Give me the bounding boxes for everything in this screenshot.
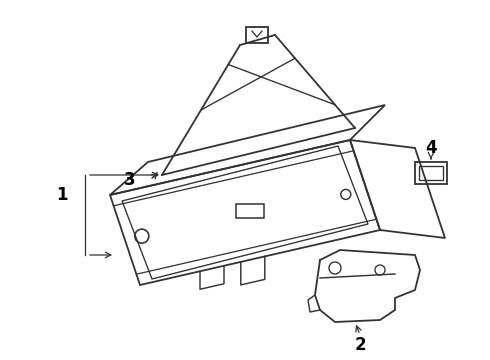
Text: 3: 3 xyxy=(124,171,136,189)
Text: 2: 2 xyxy=(354,336,366,354)
Text: 1: 1 xyxy=(56,186,68,204)
Text: 4: 4 xyxy=(425,139,437,157)
